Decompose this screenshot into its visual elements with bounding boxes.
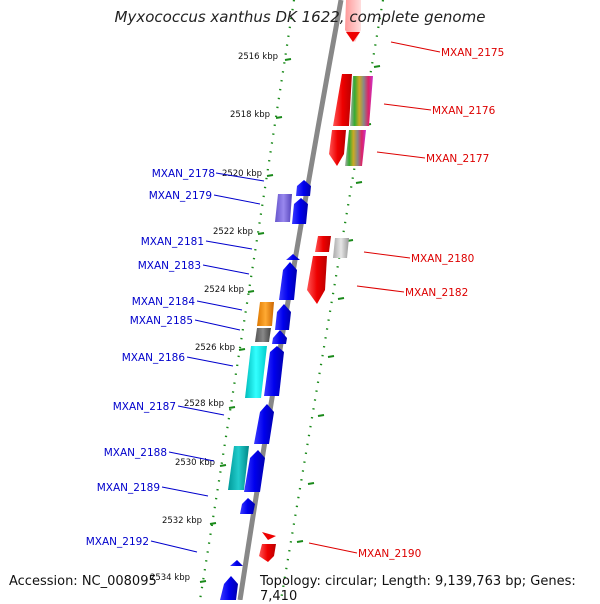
track-tick [373, 65, 381, 68]
scale-tick [275, 116, 283, 119]
gene-label-mxan-2186[interactable]: MXAN_2186 [122, 352, 186, 364]
scale-tick-label: 2518 kbp [230, 110, 270, 120]
scale-tick-label: 2524 kbp [204, 285, 244, 295]
scale-tick-label: 2522 kbp [213, 227, 253, 237]
gene-label-mxan-2188[interactable]: MXAN_2188 [104, 447, 167, 459]
track-tick [327, 355, 335, 358]
gene-arrow-mxan-2184-b [255, 328, 271, 342]
gene-arrow-mxan-2184[interactable] [257, 302, 274, 326]
gene-label-mxan-2178[interactable]: MXAN_2178 [152, 168, 215, 180]
gene-arrow-mxan-2186-b[interactable] [264, 346, 284, 396]
gene-label-mxan-2176[interactable]: MXAN_2176 [432, 105, 496, 117]
scale-tick [199, 580, 207, 583]
gene-arrow-mxan-2187[interactable] [254, 404, 274, 444]
gene-arrow-mxan-2178[interactable] [296, 180, 311, 196]
gene-arrow-mxan-2188[interactable] [228, 446, 249, 490]
gene-label-mxan-2183[interactable]: MXAN_2183 [138, 260, 201, 272]
gene-label-mxan-2177[interactable]: MXAN_2177 [426, 153, 489, 165]
gene-arrow-mxan-2185[interactable] [275, 304, 291, 330]
gene-arrow-mxan-2188-b[interactable] [244, 450, 265, 492]
scale-track [198, 0, 296, 601]
reverse-track-ticks [296, 65, 381, 543]
gene-leader-lines [150, 41, 441, 554]
gene-arrow-mxan-2190[interactable] [262, 532, 276, 540]
scale-tick [257, 232, 265, 235]
map-title: Myxococcus xanthus DK 1622, complete gen… [114, 8, 486, 26]
gene-label-mxan-2181[interactable]: MXAN_2181 [141, 236, 204, 248]
gene-label-mxan-2182[interactable]: MXAN_2182 [405, 287, 468, 299]
gene-arrow-mxan-2179[interactable] [275, 194, 292, 222]
gene-arrow-mxan-2177-domains [345, 130, 366, 166]
gene-label-mxan-2180[interactable]: MXAN_2180 [411, 253, 474, 265]
scale-tick-label: 2516 kbp [238, 52, 278, 62]
reverse-strand-genes [259, 0, 373, 562]
track-tick [317, 414, 325, 417]
scale-tick-label: 2520 kbp [222, 169, 262, 179]
gene-arrow-mxan-2175[interactable] [345, 0, 361, 42]
gene-label-mxan-2185[interactable]: MXAN_2185 [130, 315, 193, 327]
gene-arrow-mxan-2180-domain [333, 238, 349, 258]
track-tick [296, 540, 304, 543]
scale-tick [228, 406, 236, 409]
gene-label-mxan-2184[interactable]: MXAN_2184 [132, 296, 196, 308]
scale-tick-label: 2528 kbp [184, 399, 224, 409]
gene-arrow-mxan-2189[interactable] [240, 498, 255, 514]
gene-arrow-mxan-2183[interactable] [279, 262, 297, 300]
gene-label-mxan-2187[interactable]: MXAN_2187 [113, 401, 176, 413]
gene-arrow-mxan-2192[interactable] [230, 560, 243, 566]
gene-arrow-mxan-2176[interactable] [333, 74, 352, 126]
scale-tick [284, 58, 292, 61]
accession-label: Accession: NC_008095 [9, 574, 157, 589]
scale-tick-label: 2530 kbp [175, 458, 215, 468]
gene-label-mxan-2189[interactable]: MXAN_2189 [97, 482, 160, 494]
scale-ticks: 2516 kbp 2518 kbp 2520 kbp 2522 kbp 2524… [150, 52, 292, 583]
scale-tick [219, 464, 227, 467]
gene-arrow-mxan-2190[interactable] [259, 544, 276, 562]
gene-arrow-mxan-2177[interactable] [329, 130, 346, 166]
scale-tick [266, 174, 274, 177]
gene-arrow-mxan-2175[interactable] [346, 32, 360, 42]
scale-tick-label: 2532 kbp [162, 516, 202, 526]
forward-strand-genes [220, 180, 311, 600]
gene-arrow-mxan-2186[interactable] [245, 346, 267, 398]
gene-arrow-mxan-2176-domains [350, 76, 373, 126]
track-tick [337, 297, 345, 300]
scale-tick-label: 2526 kbp [195, 343, 235, 353]
scale-tick [209, 522, 217, 525]
gene-label-mxan-2192[interactable]: MXAN_2192 [86, 536, 149, 548]
gene-label-mxan-2179[interactable]: MXAN_2179 [149, 190, 212, 202]
reverse-gene-labels: MXAN_2175 MXAN_2176 MXAN_2177 MXAN_2180 … [358, 47, 504, 560]
gene-arrow-mxan-2179-b[interactable] [292, 198, 308, 224]
scale-tick-label: 2534 kbp [150, 573, 190, 583]
forward-gene-labels: MXAN_2178 MXAN_2179 MXAN_2181 MXAN_2183 … [86, 168, 215, 548]
gene-label-mxan-2190[interactable]: MXAN_2190 [358, 548, 421, 560]
scale-tick [247, 290, 255, 293]
gene-arrow-mxan-2180[interactable] [315, 236, 331, 252]
gene-arrow-mxan-2185-b[interactable] [272, 330, 287, 344]
track-tick [307, 482, 315, 485]
gene-arrow-mxan-2192-b[interactable] [220, 576, 238, 600]
gene-label-mxan-2175[interactable]: MXAN_2175 [441, 47, 504, 59]
gene-arrow-mxan-2181[interactable] [286, 254, 300, 260]
gene-arrow-mxan-2182[interactable] [307, 256, 327, 304]
scale-tick [238, 348, 246, 351]
track-tick [355, 181, 363, 184]
